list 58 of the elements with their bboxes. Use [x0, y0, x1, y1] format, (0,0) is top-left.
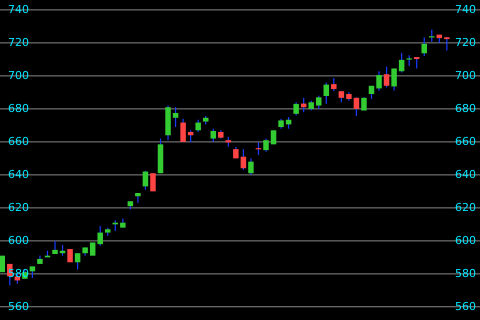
candlestick	[180, 118, 186, 142]
candlestick	[300, 97, 306, 113]
y2-tick-label: 600	[455, 234, 476, 247]
candlestick	[376, 70, 382, 92]
candlestick	[172, 106, 178, 128]
candlestick	[52, 240, 58, 255]
candlestick	[256, 142, 262, 156]
y2-tick-label: 680	[455, 102, 476, 115]
candlestick	[142, 170, 148, 190]
candlestick	[293, 102, 299, 116]
candlestick	[421, 36, 427, 57]
y2-tick-label: 560	[455, 300, 476, 313]
candlestick	[74, 252, 80, 270]
y2-tick-label: 580	[455, 266, 476, 280]
y-tick-label: 560	[8, 300, 29, 313]
candlestick	[233, 146, 239, 159]
candlestick	[368, 85, 374, 100]
candlestick	[354, 96, 360, 117]
candlestick	[210, 128, 216, 142]
candlestick	[316, 95, 322, 110]
candlestick	[308, 100, 314, 112]
candlestick	[226, 136, 232, 148]
y-tick-label: 640	[8, 168, 29, 181]
candlestick	[270, 130, 276, 145]
y2-tick-label: 640	[455, 168, 476, 181]
candlestick	[361, 96, 367, 112]
y-tick-label: 620	[8, 200, 29, 214]
candlestick	[263, 138, 269, 152]
candlestick	[150, 172, 156, 192]
y-tick-label: 660	[8, 134, 29, 148]
candlestick	[97, 225, 103, 246]
candlestick	[414, 56, 420, 70]
y-tick-label: 700	[8, 68, 29, 82]
candlestick	[338, 90, 344, 103]
candlestick	[67, 248, 73, 263]
y-tick-label: 740	[8, 2, 29, 16]
y2-tick-label: 660	[455, 134, 476, 148]
candlestick	[286, 116, 292, 130]
y2-tick-label: 720	[455, 36, 476, 49]
candlestick	[0, 255, 6, 273]
candlestick	[188, 130, 194, 144]
y-tick-label: 720	[8, 36, 29, 49]
candlestick	[195, 119, 201, 133]
y-tick-label: 680	[8, 102, 29, 115]
candlestick	[384, 66, 390, 88]
candlestick	[60, 244, 66, 256]
candlestick	[248, 158, 254, 176]
candlestick	[398, 52, 404, 74]
y2-tick-label: 620	[455, 200, 476, 214]
y2-tick-label: 700	[455, 68, 476, 82]
candlestick	[278, 118, 284, 130]
y2-tick-label: 740	[455, 2, 476, 16]
candlestick	[391, 68, 397, 92]
candlestick	[324, 82, 330, 105]
candlestick	[240, 148, 246, 170]
candlestick	[112, 220, 118, 232]
y-tick-label: 600	[8, 234, 29, 247]
candlestick	[331, 77, 337, 92]
